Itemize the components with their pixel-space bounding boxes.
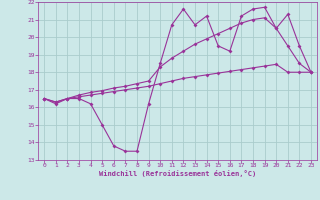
X-axis label: Windchill (Refroidissement éolien,°C): Windchill (Refroidissement éolien,°C) bbox=[99, 170, 256, 177]
